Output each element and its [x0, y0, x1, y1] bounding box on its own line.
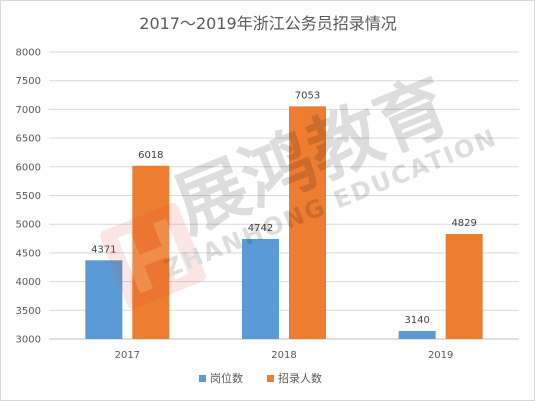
legend: 岗位数 招录人数	[199, 371, 322, 385]
chart-title: 2017～2019年浙江公务员招录情况	[139, 14, 396, 33]
data-label: 4829	[451, 218, 476, 229]
data-label: 7053	[295, 90, 320, 101]
bars	[85, 106, 483, 339]
y-tick-label: 3000	[16, 335, 41, 346]
y-tick-label: 7000	[16, 105, 41, 116]
watermark-logo-icon	[100, 203, 206, 309]
data-label: 4371	[91, 244, 116, 255]
x-axis-ticks: 2017 2018 2019	[115, 350, 454, 361]
legend-swatch	[199, 375, 206, 382]
bar	[242, 239, 279, 339]
x-tick-label: 2017	[115, 350, 140, 361]
x-tick-label: 2019	[428, 350, 453, 361]
legend-label: 招录人数	[278, 371, 322, 385]
bar	[289, 106, 326, 339]
y-tick-label: 6500	[16, 134, 41, 145]
y-tick-label: 6000	[16, 162, 41, 173]
data-label: 4742	[248, 223, 273, 234]
legend-label: 岗位数	[210, 371, 243, 385]
y-tick-label: 8000	[16, 48, 41, 59]
x-tick-label: 2018	[271, 350, 296, 361]
bar	[398, 330, 436, 339]
y-tick-label: 4000	[16, 277, 41, 288]
bar	[445, 234, 483, 339]
data-label: 3140	[404, 315, 429, 326]
data-label: 6018	[138, 150, 163, 161]
y-tick-label: 3500	[16, 306, 41, 317]
data-labels: 4371 6018 4742 7053 3140 4829	[91, 90, 477, 326]
y-tick-label: 5500	[16, 191, 41, 202]
y-tick-label: 4500	[16, 248, 41, 259]
bar	[85, 260, 123, 339]
y-tick-label: 5000	[16, 220, 41, 231]
y-axis-ticks: 3000 3500 4000 4500 5000 5500 6000 6500 7000 7500…	[16, 48, 41, 346]
y-tick-label: 7500	[16, 76, 41, 87]
bar	[132, 165, 170, 339]
legend-swatch	[267, 375, 274, 382]
gridlines	[49, 51, 519, 340]
